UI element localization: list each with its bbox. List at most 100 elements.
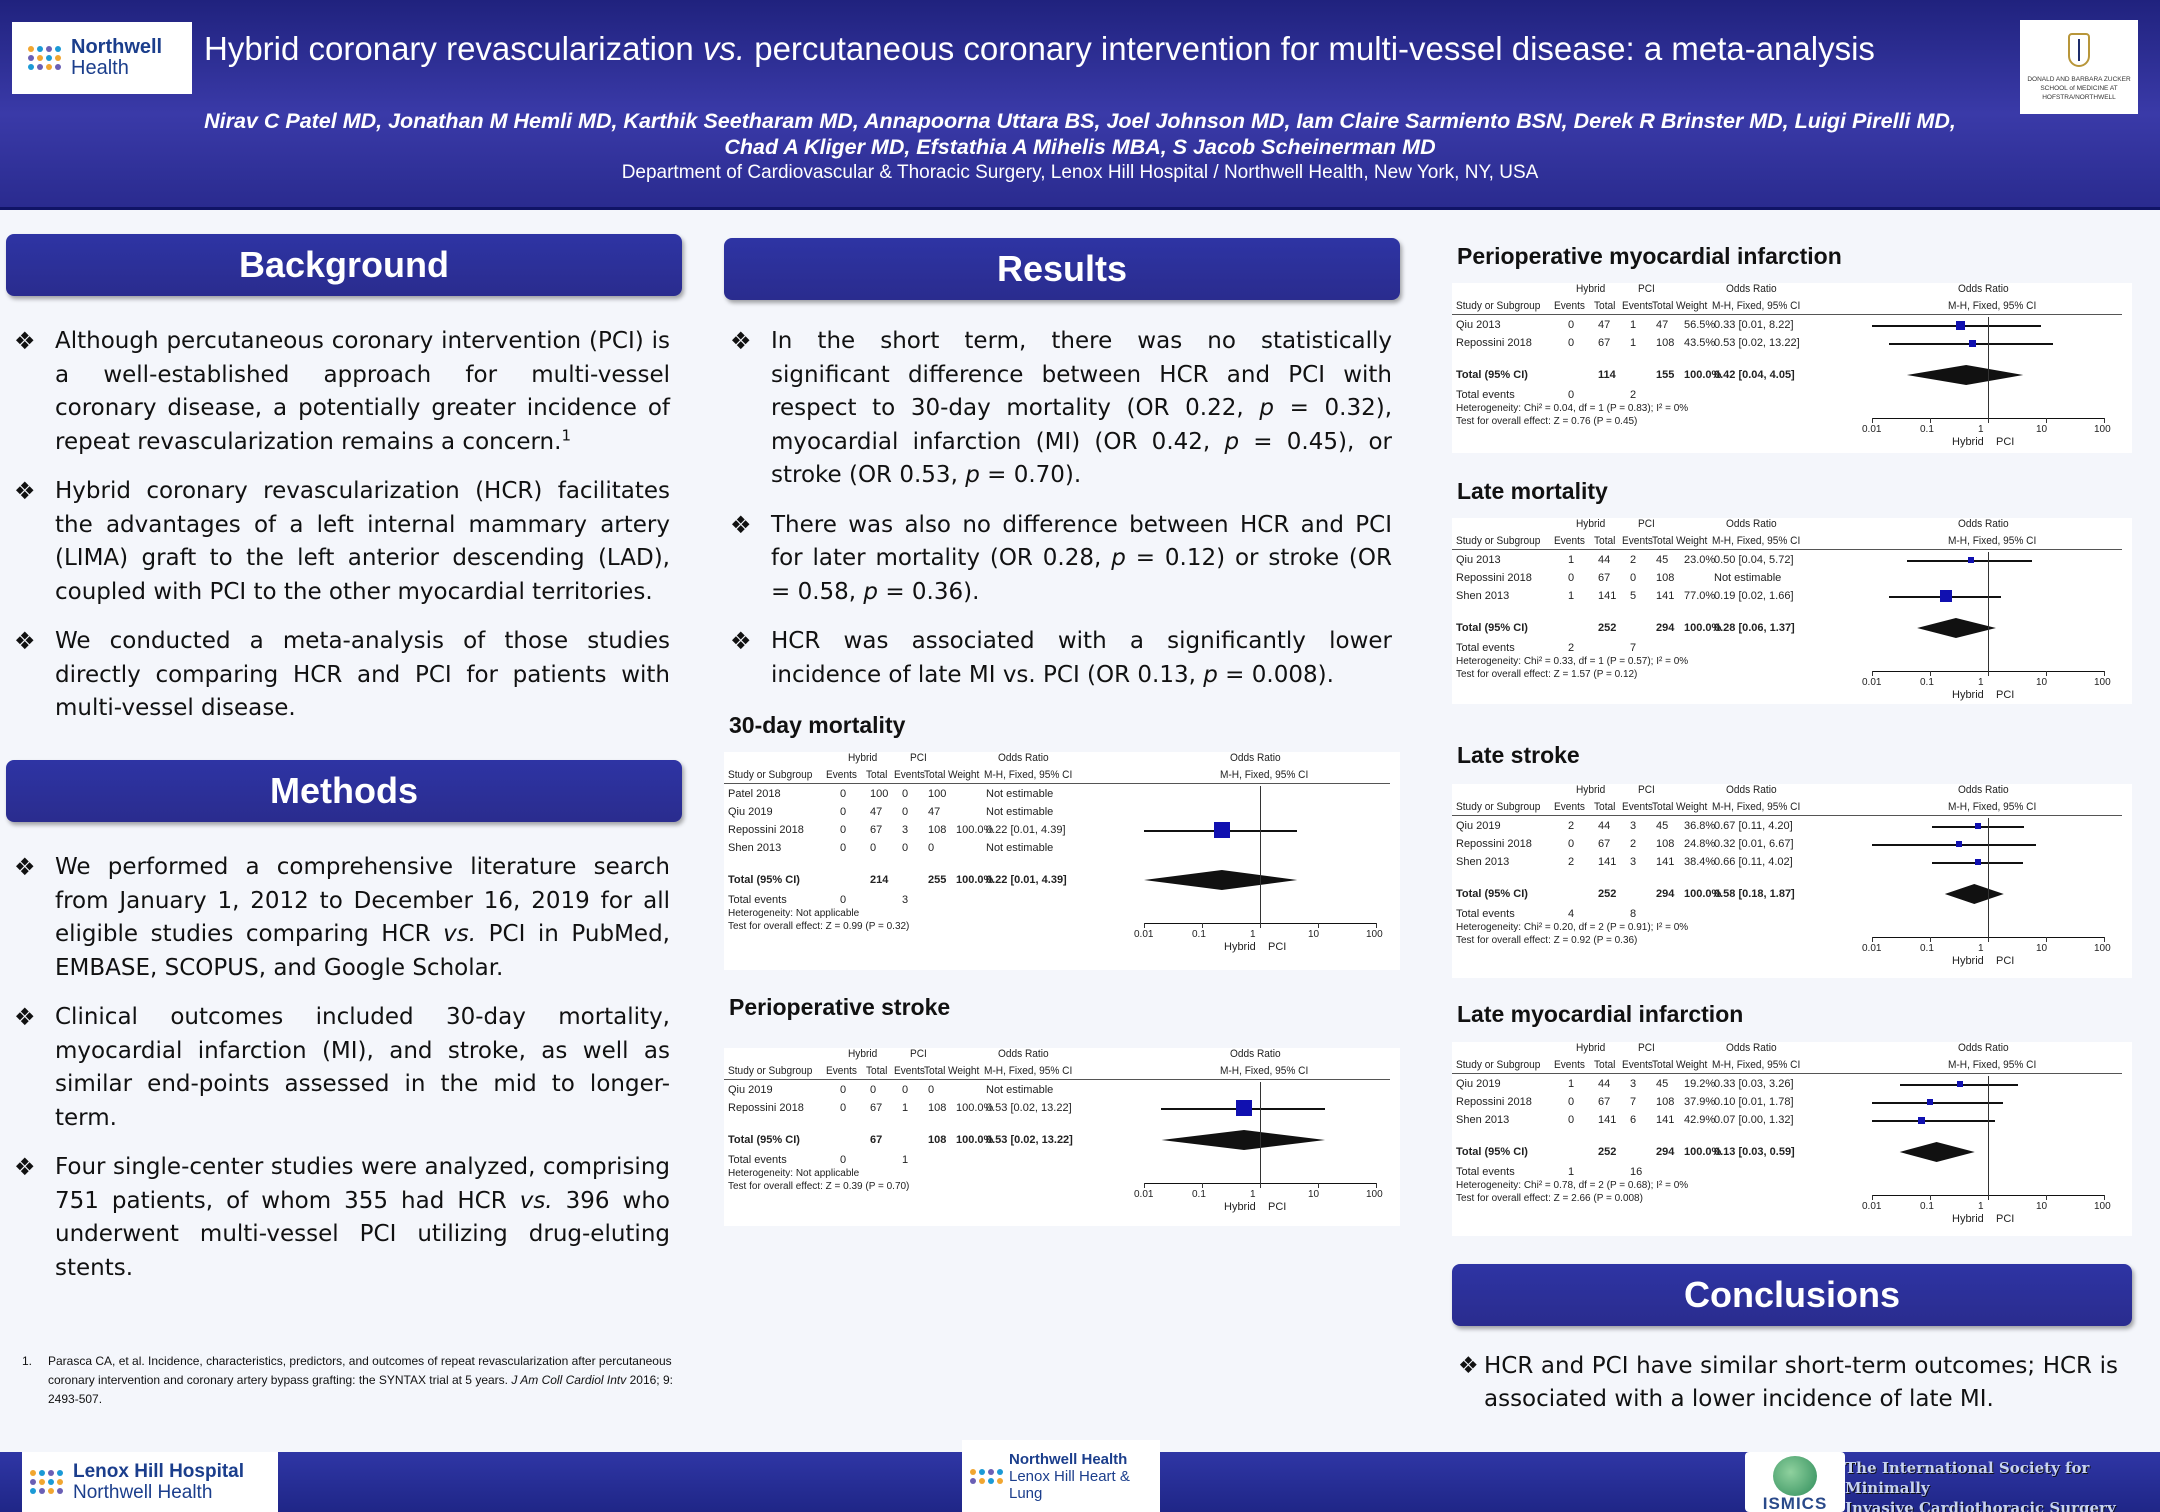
axis-tick (1144, 923, 1145, 928)
axis-tick-label: 10 (1308, 1189, 1320, 1200)
study-name: Qiu 2019 (1456, 1078, 1501, 1090)
plot-header: Hybrid (1576, 283, 1606, 295)
overall-effect: Test for overall effect: Z = 0.76 (P = 0… (1456, 416, 1638, 427)
lenox-heart-lung-logo: Northwell Health Lenox Hill Heart & Lung (962, 1440, 1160, 1512)
forest-plot: Hybrid PCI Odds Ratio Odds Ratio Study or Su… (1452, 518, 2132, 704)
results-heading: Results (724, 238, 1400, 300)
study-name: Shen 2013 (1456, 590, 1510, 602)
study-name: Repossini 2018 (1456, 1096, 1532, 1108)
plot-header: Events (826, 1065, 857, 1077)
plot-header: Events (1622, 1059, 1653, 1071)
effect-marker (1956, 841, 1963, 847)
axis-tick (1202, 1183, 1203, 1188)
plot-header: Weight (1676, 300, 1708, 312)
odds-ratio: Not estimable (986, 842, 1054, 854)
total-odds-ratio: 0.28 [0.06, 1.37] (1714, 622, 1795, 634)
pci-events: 3 (902, 824, 909, 836)
northwell-dots-icon (970, 1468, 1003, 1484)
hybrid-total: 47 (870, 806, 883, 818)
background-bullet-1: ❖ Although percutaneous coronary interven… (14, 327, 670, 455)
effect-marker (1940, 590, 1953, 602)
axis-tick (2046, 937, 2047, 942)
axis-label-hybrid: Hybrid (1952, 1213, 1984, 1225)
axis-tick-label: 0.1 (1920, 424, 1934, 435)
study-name: Qiu 2019 (728, 1084, 773, 1096)
results-bullet-1: ❖ In the short term, there was no statist… (730, 327, 1393, 488)
plot-header: PCI (910, 1048, 927, 1060)
hybrid-events: 0 (1568, 337, 1575, 349)
pci-total: 0 (928, 1084, 935, 1096)
plot-title-0: 30-day mortality (729, 712, 906, 738)
axis-tick-label: 0.1 (1920, 1201, 1934, 1212)
plot-header: Events (1554, 801, 1585, 813)
axis-tick-label: 10 (2036, 677, 2048, 688)
overall-effect: Test for overall effect: Z = 0.39 (P = 0… (728, 1181, 910, 1192)
total-label: Total (95% CI) (728, 1134, 800, 1146)
plot-title-2: Perioperative myocardial infarction (1457, 243, 1842, 269)
study-name: Repossini 2018 (728, 1102, 804, 1114)
pci-total-sum: 294 (1656, 888, 1675, 900)
axis-tick (1930, 671, 1931, 676)
axis-tick (1376, 1183, 1377, 1188)
total-weight: 100.0% (1684, 622, 1722, 634)
effect-marker (1927, 1099, 1933, 1105)
total-odds-ratio: 0.13 [0.03, 0.59] (1714, 1146, 1795, 1158)
hybrid-events: 1 (1568, 590, 1575, 602)
axis-tick (1260, 1183, 1261, 1188)
odds-ratio: 0.33 [0.03, 3.26] (1714, 1078, 1794, 1090)
total-events-label: Total events (728, 894, 787, 906)
effect-marker (1236, 1100, 1252, 1116)
plot-header: PCI (1638, 518, 1655, 530)
axis-label-pci: PCI (1996, 436, 2015, 448)
plot-header: Study or Subgroup (1456, 801, 1541, 813)
hybrid-events: 0 (840, 1102, 847, 1114)
methods-bullet-2: ❖ Clinical outcomes included 30-day morta… (14, 1003, 670, 1131)
pci-events: 3 (1630, 856, 1637, 868)
odds-ratio: 0.67 [0.11, 4.20] (1714, 820, 1793, 832)
axis-tick-label: 10 (2036, 943, 2048, 954)
plot-header: Study or Subgroup (728, 769, 813, 781)
axis-tick (1318, 1183, 1319, 1188)
study-name: Repossini 2018 (1456, 572, 1532, 584)
hybrid-total: 47 (1598, 319, 1611, 331)
pci-events: 0 (902, 788, 909, 800)
plot-header: Odds Ratio (1958, 518, 2009, 530)
study-name: Repossini 2018 (728, 824, 804, 836)
ismics-logo: ISMICS (1745, 1452, 1845, 1512)
total-label: Total (95% CI) (1456, 1146, 1528, 1158)
plot-title-1: Perioperative stroke (729, 994, 951, 1020)
axis-tick-label: 1 (1250, 929, 1256, 940)
axis-tick (2104, 418, 2105, 423)
pci-total-sum: 294 (1656, 622, 1675, 634)
forest-plot: Hybrid PCI Odds Ratio Odds Ratio Study or Su… (1452, 784, 2132, 978)
pooled-diamond (1899, 1142, 1975, 1162)
effect-marker (1917, 1116, 1925, 1124)
pooled-diamond (1144, 870, 1298, 890)
pci-events-sum: 8 (1630, 908, 1637, 920)
plot-header: Hybrid (848, 1048, 878, 1060)
pci-events-sum: 7 (1630, 642, 1637, 654)
pci-total: 47 (1656, 319, 1669, 331)
weight: 43.5% (1684, 337, 1716, 349)
poster-title: Hybrid coronary revascularization vs. pe… (204, 30, 1875, 67)
axis-tick (1318, 923, 1319, 928)
pooled-diamond-shape (1899, 1142, 1975, 1162)
plot-header: Hybrid (1576, 1042, 1606, 1054)
plot-header: PCI (1638, 784, 1655, 796)
total-odds-ratio: 0.53 [0.02, 13.22] (986, 1134, 1073, 1146)
pci-events: 6 (1630, 1114, 1637, 1126)
pooled-diamond-shape (1906, 365, 2024, 385)
plot-header: Total (866, 769, 888, 781)
odds-ratio: Not estimable (1714, 572, 1782, 584)
plot-title-4: Late stroke (1457, 742, 1580, 768)
conclusions-text: ❖ HCR and PCI have similar short-term out… (1458, 1353, 2118, 1412)
hybrid-events: 0 (1568, 1096, 1575, 1108)
pci-total-sum: 155 (1656, 369, 1675, 381)
plot-header: M-H, Fixed, 95% CI (1948, 801, 2037, 813)
plot-header: Hybrid (1576, 518, 1606, 530)
methods-text: ❖ We performed a comprehensive literature… (14, 851, 670, 1301)
odds-ratio: 0.32 [0.01, 6.67] (1714, 838, 1794, 850)
weight: 100.0% (956, 824, 994, 836)
null-line (1260, 786, 1261, 923)
study-name: Patel 2018 (728, 788, 781, 800)
